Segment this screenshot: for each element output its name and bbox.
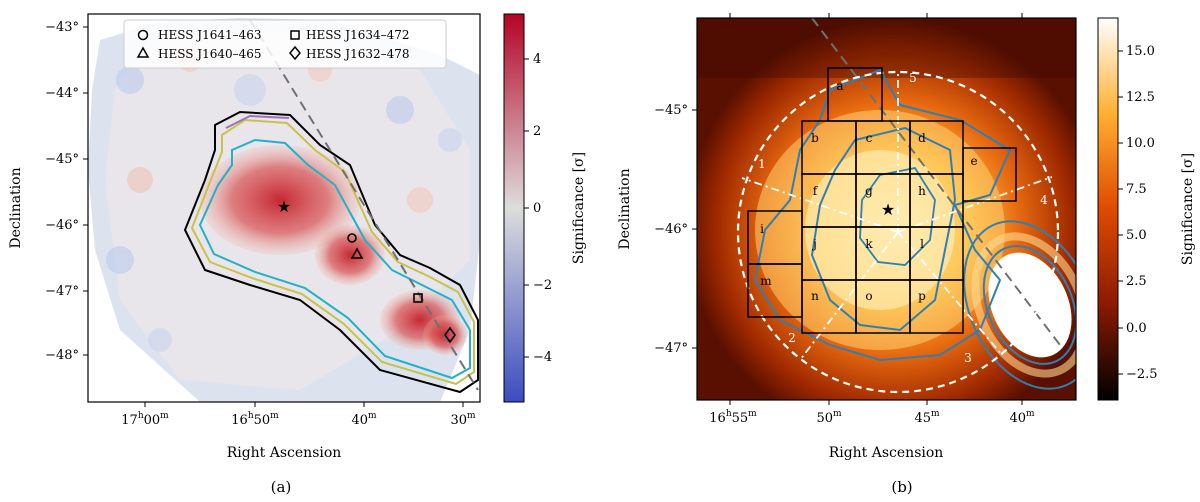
segment-label-1: 1 — [758, 157, 766, 171]
y-tick-a-0: −43° — [45, 20, 79, 35]
y-label-b: Declination — [617, 168, 633, 249]
legend-label-2: HESS J1634–472 — [306, 28, 410, 42]
colorbar-b: 15.0 12.5 10.0 7.5 5.0 2.5 0.0 −2.5 Sign… — [1097, 17, 1196, 401]
x-axis-b: 16h55m 50m 45m 40m — [709, 13, 1035, 426]
region-label-m: m — [760, 274, 772, 288]
y-tick-a-2: −45° — [45, 152, 79, 167]
legend-label-3: HESS J1632–478 — [306, 47, 410, 61]
cb-b-tick-0: 15.0 — [1126, 44, 1155, 59]
region-labels: a b c d e f g h i j k l m n o p — [760, 79, 977, 303]
cb-a-tick-2: 0 — [533, 201, 541, 216]
region-label-d: d — [918, 131, 926, 145]
source-marker-j1632 — [444, 326, 456, 344]
cb-b-tick-7: −2.5 — [1126, 367, 1158, 382]
panel-b: ★ a b c d e f g h i j k l m n o p 1 2 3 … — [617, 13, 1196, 496]
y-axis-a: −43° −44° −45° −46° −47° −48° — [45, 20, 88, 363]
y-tick-b-0: −45° — [654, 103, 688, 118]
region-label-k: k — [865, 237, 873, 251]
cb-a-tick-4: −4 — [533, 350, 552, 365]
source-marker-j1634 — [413, 293, 423, 303]
x-tick-b-0: 16h55m — [709, 409, 757, 426]
star-marker-b: ★ — [881, 200, 895, 219]
y-tick-a-1: −44° — [45, 86, 79, 101]
segment-labels: 1 2 3 4 5 — [758, 71, 1048, 365]
region-label-g: g — [865, 184, 873, 198]
x-label-a: Right Ascension — [227, 445, 342, 461]
cb-b-tick-3: 7.5 — [1126, 182, 1147, 197]
colorbar-a: 4 2 0 −2 −4 Significance [σ] — [503, 13, 587, 403]
region-label-c: c — [866, 131, 873, 145]
region-label-f: f — [813, 184, 819, 198]
x-label-b: Right Ascension — [829, 445, 944, 461]
region-label-p: p — [918, 289, 926, 303]
panel-b-map: ★ — [697, 18, 1076, 400]
cb-a-label: Significance [σ] — [571, 152, 587, 264]
segment-label-3: 3 — [964, 351, 972, 365]
cb-a-tick-3: −2 — [533, 278, 552, 293]
y-tick-a-4: −47° — [45, 284, 79, 299]
region-label-e: e — [970, 154, 977, 168]
y-axis-b: −45° −46° −47° — [654, 103, 697, 356]
segment-label-5: 5 — [909, 71, 917, 85]
region-circle — [736, 70, 1060, 394]
y-tick-b-1: −46° — [654, 222, 688, 237]
legend-label-1: HESS J1640–465 — [158, 47, 262, 61]
star-marker: ★ — [277, 197, 291, 216]
cb-b-label: Significance [σ] — [1180, 153, 1196, 265]
cb-b-tick-1: 12.5 — [1126, 90, 1155, 105]
x-tick-a-3: 30m — [450, 411, 476, 428]
x-tick-b-1: 50m — [816, 409, 842, 426]
y-tick-a-5: −48° — [45, 348, 79, 363]
cb-b-tick-5: 2.5 — [1126, 274, 1147, 289]
panel-label-a: (a) — [271, 478, 292, 496]
x-tick-b-2: 45m — [914, 409, 940, 426]
x-tick-a-0: 17h00m — [121, 411, 169, 428]
region-label-n: n — [811, 289, 819, 303]
y-tick-a-3: −46° — [45, 218, 79, 233]
region-label-b: b — [811, 131, 819, 145]
region-label-o: o — [865, 289, 872, 303]
cb-b-tick-6: 0.0 — [1126, 321, 1147, 336]
cb-b-tick-2: 10.0 — [1126, 136, 1155, 151]
panel-a: ★ HESS J1641–463 HESS J1640–465 HESS J16… — [8, 13, 587, 496]
y-label-a: Declination — [8, 167, 24, 248]
cb-b-tick-4: 5.0 — [1126, 228, 1147, 243]
region-label-h: h — [918, 184, 926, 198]
cb-a-tick-0: 4 — [533, 52, 541, 67]
x-tick-a-2: 40m — [351, 411, 377, 428]
legend-a: HESS J1641–463 HESS J1640–465 HESS J1634… — [123, 19, 447, 69]
source-marker-j1641 — [347, 233, 357, 243]
y-tick-b-2: −47° — [654, 341, 688, 356]
x-tick-b-3: 40m — [1009, 409, 1035, 426]
region-label-j: j — [811, 237, 817, 251]
x-tick-a-1: 16h50m — [231, 411, 279, 428]
panel-a-map: ★ — [88, 14, 480, 402]
segment-label-2: 2 — [788, 331, 796, 345]
legend-label-0: HESS J1641–463 — [158, 28, 262, 42]
x-axis-a: 17h00m 16h50m 40m 30m — [121, 402, 476, 428]
source-marker-j1640 — [350, 247, 364, 259]
region-label-a: a — [836, 79, 843, 93]
cb-a-tick-1: 2 — [533, 124, 541, 139]
segment-label-4: 4 — [1040, 193, 1048, 207]
region-label-l: l — [920, 237, 924, 251]
panel-label-b: (b) — [891, 478, 912, 496]
region-label-i: i — [760, 222, 764, 236]
